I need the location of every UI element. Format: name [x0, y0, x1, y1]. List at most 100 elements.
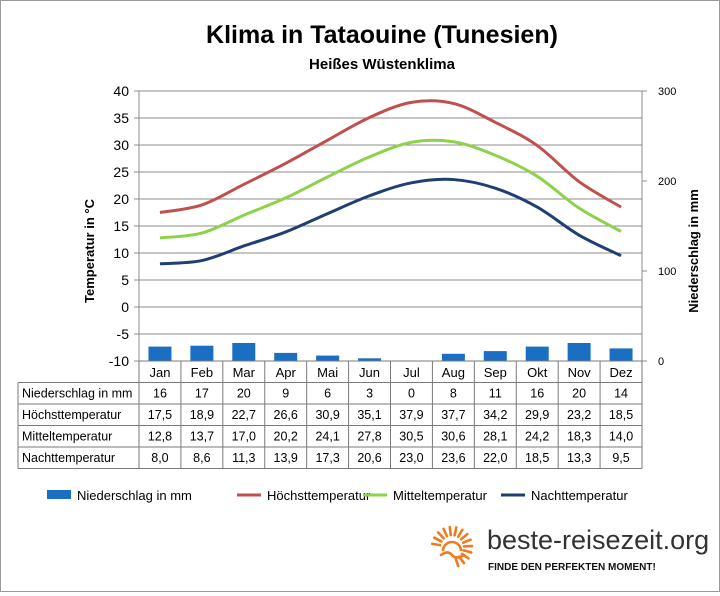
- table-cell: 18,5: [525, 451, 549, 465]
- table-cell: 0: [408, 387, 415, 401]
- y-axis-label-right: Niederschlag in mm: [686, 189, 701, 313]
- table-cell: 34,2: [483, 408, 507, 422]
- table-cell: 8,6: [193, 451, 210, 465]
- table-cell: 9,5: [612, 451, 629, 465]
- table-cell: 12,8: [148, 430, 172, 444]
- table-cell: 22,0: [483, 451, 507, 465]
- legend-swatch: [47, 490, 71, 499]
- table-cell: 22,7: [232, 408, 256, 422]
- table-cell: 14: [614, 387, 628, 401]
- y-tick-label-left: -10: [109, 353, 129, 369]
- y-tick-label-left: 10: [113, 245, 129, 261]
- chart-title: Klima in Tataouine (Tunesien): [206, 21, 558, 49]
- table-cell: 20,6: [357, 451, 381, 465]
- y-axis-label-left: Temperatur in °C: [82, 198, 97, 303]
- x-tick-label: Jul: [403, 365, 420, 380]
- precipitation-bar: [568, 343, 591, 361]
- y-tick-label-right: 0: [658, 356, 664, 368]
- x-tick-label: Sep: [484, 365, 507, 380]
- table-cell: 8: [450, 387, 457, 401]
- table-cell: 23,6: [441, 451, 465, 465]
- y-tick-label-left: 0: [121, 299, 129, 315]
- table-cell: 8,0: [151, 451, 168, 465]
- legend-item-nachttemperatur: Nachttemperatur: [501, 488, 628, 503]
- table-cell: 37,7: [441, 408, 465, 422]
- legend-label: Niederschlag in mm: [77, 488, 192, 503]
- legend-item-h-chsttemperatur: Höchsttemperatur: [237, 488, 371, 503]
- x-tick-label: Feb: [191, 365, 213, 380]
- x-tick-label: Jan: [149, 365, 170, 380]
- precipitation-bar: [274, 353, 297, 361]
- table-row-header: Nachttemperatur: [22, 451, 115, 465]
- table-cell: 17: [195, 387, 209, 401]
- table-cell: 24,2: [525, 430, 549, 444]
- table-cell: 28,1: [483, 430, 507, 444]
- table-cell: 23,0: [399, 451, 423, 465]
- table-row-header: Niederschlag in mm: [22, 387, 132, 401]
- precipitation-bar: [148, 347, 171, 361]
- x-tick-label: Nov: [568, 365, 592, 380]
- y-tick-label-left: 25: [113, 164, 129, 180]
- table-cell: 27,8: [357, 430, 381, 444]
- x-tick-label: Apr: [276, 365, 297, 380]
- y-tick-label-left: 5: [121, 272, 129, 288]
- table-row-header: Mitteltemperatur: [22, 430, 112, 444]
- y-tick-label-left: -5: [117, 326, 130, 342]
- precipitation-bar: [190, 346, 213, 361]
- table-cell: 13,7: [190, 430, 214, 444]
- x-tick-label: Okt: [527, 365, 548, 380]
- precipitation-bar: [442, 354, 465, 361]
- table-cell: 20: [572, 387, 586, 401]
- precipitation-bar: [232, 343, 255, 361]
- legend: Niederschlag in mm Höchsttemperatur Mittel…: [47, 488, 628, 503]
- table-cell: 11: [489, 387, 502, 401]
- brand-logo: beste-reisezeit.org FINDE DEN PERFEKTEN …: [432, 525, 709, 573]
- y-tick-label-left: 35: [113, 110, 129, 126]
- brand-tagline: FINDE DEN PERFEKTEN MOMENT!: [488, 562, 656, 573]
- table-cell: 20,2: [274, 430, 298, 444]
- table-cell: 30,5: [399, 430, 423, 444]
- table-cell: 20: [237, 387, 251, 401]
- x-tick-label: Mai: [317, 365, 338, 380]
- y-tick-label-left: 15: [113, 218, 129, 234]
- x-tick-label: Aug: [442, 365, 465, 380]
- table-cell: 6: [324, 387, 331, 401]
- precipitation-bar: [316, 356, 339, 361]
- table-cell: 24,1: [315, 430, 339, 444]
- legend-item-mitteltemperatur: Mitteltemperatur: [363, 488, 488, 503]
- table-cell: 13,9: [274, 451, 298, 465]
- table-cell: 18,5: [609, 408, 633, 422]
- y-tick-label-right: 300: [658, 86, 676, 98]
- legend-label: Mitteltemperatur: [393, 488, 488, 503]
- precipitation-bar: [526, 347, 549, 361]
- table-cell: 30,9: [315, 408, 339, 422]
- y-tick-label-right: 100: [658, 266, 676, 278]
- table-cell: 37,9: [399, 408, 423, 422]
- chart-subtitle: Heißes Wüstenklima: [309, 56, 456, 73]
- x-tick-label: Jun: [359, 365, 380, 380]
- y-tick-label-left: 20: [113, 191, 129, 207]
- table-cell: 29,9: [525, 408, 549, 422]
- x-tick-label: Mar: [233, 365, 256, 380]
- table-row-header: Höchsttemperatur: [22, 408, 121, 422]
- table-cell: 9: [282, 387, 289, 401]
- table-cell: 17,5: [148, 408, 172, 422]
- legend-label: Höchsttemperatur: [267, 488, 371, 503]
- legend-label: Nachttemperatur: [531, 488, 628, 503]
- table-cell: 16: [153, 387, 167, 401]
- table-cell: 18,9: [190, 408, 214, 422]
- precipitation-bar: [610, 348, 633, 361]
- y-tick-label-left: 40: [113, 83, 129, 99]
- data-table: Jan Feb Mar Apr Mai Jun Jul Aug Sep Okt Nov Dez Nied…: [18, 361, 642, 469]
- table-cell: 16: [530, 387, 544, 401]
- table-cell: 26,6: [274, 408, 298, 422]
- precipitation-bar: [484, 351, 507, 361]
- table-cell: 11,3: [232, 451, 255, 465]
- table-cell: 13,3: [567, 451, 591, 465]
- legend-item-niederschlag-in-mm: Niederschlag in mm: [47, 488, 192, 503]
- y-tick-label-right: 200: [658, 176, 676, 188]
- brand-site-name: beste-reisezeit.org: [487, 525, 709, 555]
- x-tick-label: Dez: [609, 365, 632, 380]
